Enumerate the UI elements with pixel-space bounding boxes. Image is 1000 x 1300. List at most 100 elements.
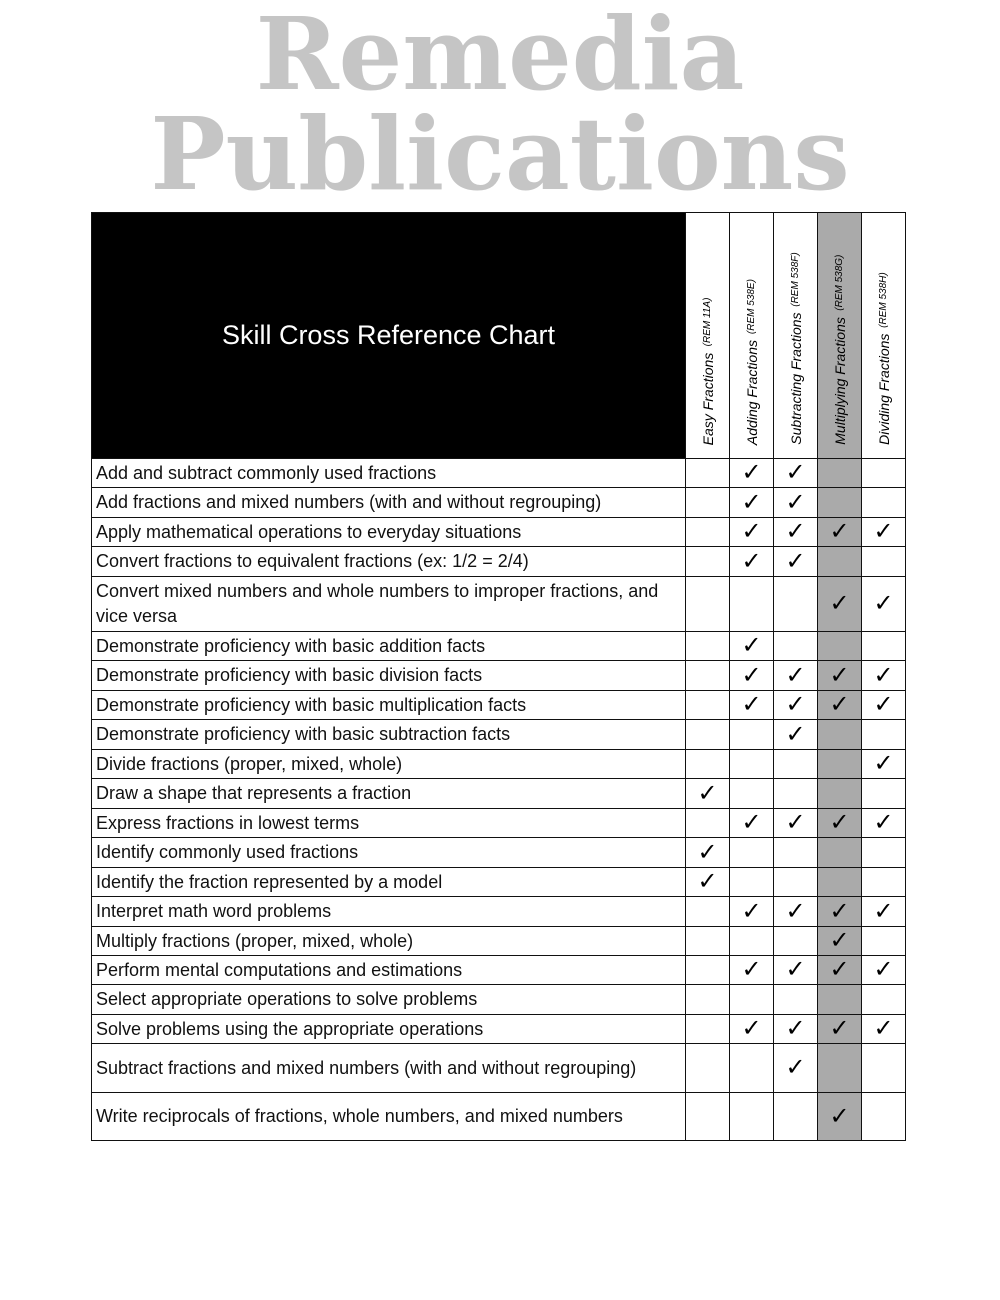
skill-label: Divide fractions (proper, mixed, whole) [91,749,686,779]
check-cell: ✓ [729,896,774,927]
check-icon: ✓ [741,691,762,718]
table-row: Select appropriate operations to solve p… [91,984,906,1015]
check-icon: ✓ [741,809,762,836]
skill-label: Demonstrate proficiency with basic multi… [91,690,686,720]
empty-cell [861,984,906,1015]
table-row: Draw a shape that represents a fraction ✓ [91,778,906,809]
check-icon: ✓ [829,590,850,617]
check-icon: ✓ [873,518,894,545]
empty-cell [861,1092,906,1141]
check-cell: ✓ [817,896,862,927]
check-icon: ✓ [741,897,762,925]
check-cell: ✓ [773,896,818,927]
table-row: Apply mathematical operations to everyda… [91,517,906,547]
check-cell: ✓ [685,778,730,809]
empty-cell [729,926,774,956]
check-icon: ✓ [829,956,850,983]
skill-label: Identify the fraction represented by a m… [91,867,686,897]
table-row: Identify commonly used fractions ✓ [91,837,906,868]
skill-label: Demonstrate proficiency with basic divis… [91,660,686,691]
skill-label: Interpret math word problems [91,896,686,927]
check-icon: ✓ [785,661,806,689]
empty-cell [773,984,818,1015]
table-row: Solve problems using the appropriate ope… [91,1014,906,1044]
empty-cell [817,546,862,577]
column-name: Easy Fractions [699,352,716,445]
check-icon: ✓ [741,518,762,545]
check-cell: ✓ [729,517,774,547]
watermark-line: Publications [150,95,850,213]
check-icon: ✓ [785,518,806,545]
check-icon: ✓ [697,838,718,866]
check-cell: ✓ [729,660,774,691]
empty-cell [817,487,862,518]
check-cell: ✓ [729,546,774,577]
check-cell: ✓ [817,926,862,956]
check-cell: ✓ [773,487,818,518]
column-name: Dividing Fractions [875,333,892,445]
empty-cell [729,719,774,750]
table-row: Express fractions in lowest terms ✓ ✓ ✓ ✓ [91,808,906,838]
table-row: Interpret math word problems ✓ ✓ ✓ ✓ [91,896,906,927]
check-cell: ✓ [773,546,818,577]
check-cell: ✓ [773,1043,818,1093]
column-name: Adding Fractions [743,339,760,445]
check-icon: ✓ [785,691,806,718]
table-row: Add and subtract commonly used fractions… [91,458,906,488]
column-header: Dividing Fractions (REM 538H) [861,212,906,459]
empty-cell [685,1043,730,1093]
empty-cell [861,631,906,661]
empty-cell [861,546,906,577]
check-icon: ✓ [873,809,894,836]
check-cell: ✓ [861,749,906,779]
check-icon: ✓ [829,1015,850,1042]
empty-cell [817,984,862,1015]
column-code: (REM 538H) [877,272,889,328]
empty-cell [685,1092,730,1141]
check-cell: ✓ [861,896,906,927]
check-cell: ✓ [729,458,774,488]
empty-cell [817,1043,862,1093]
check-cell: ✓ [729,808,774,838]
check-icon: ✓ [741,488,762,516]
check-icon: ✓ [785,547,806,575]
check-icon: ✓ [785,956,806,983]
empty-cell [729,837,774,868]
empty-cell [817,719,862,750]
empty-cell [685,517,730,547]
empty-cell [773,631,818,661]
check-cell: ✓ [817,808,862,838]
check-cell: ✓ [773,1014,818,1044]
empty-cell [861,487,906,518]
empty-cell [685,808,730,838]
empty-cell [861,867,906,897]
skill-label: Perform mental computations and estimati… [91,955,686,985]
table-row: Write reciprocals of fractions, whole nu… [91,1092,906,1141]
empty-cell [729,984,774,1015]
empty-cell [773,576,818,632]
check-icon: ✓ [873,750,894,777]
table-row: Add fractions and mixed numbers (with an… [91,487,906,518]
check-cell: ✓ [817,1014,862,1044]
check-icon: ✓ [829,927,850,954]
check-cell: ✓ [773,690,818,720]
check-cell: ✓ [817,955,862,985]
check-cell: ✓ [773,808,818,838]
table-row: Demonstrate proficiency with basic divis… [91,660,906,691]
empty-cell [729,576,774,632]
skill-label: Demonstrate proficiency with basic addit… [91,631,686,661]
empty-cell [729,1092,774,1141]
check-icon: ✓ [873,897,894,925]
check-icon: ✓ [741,661,762,689]
empty-cell [685,487,730,518]
check-icon: ✓ [785,809,806,836]
check-icon: ✓ [741,547,762,575]
table-row: Divide fractions (proper, mixed, whole) ✓ [91,749,906,779]
check-cell: ✓ [729,487,774,518]
empty-cell [861,837,906,868]
check-icon: ✓ [741,1015,762,1042]
empty-cell [729,749,774,779]
empty-cell [773,867,818,897]
table-row: Demonstrate proficiency with basic multi… [91,690,906,720]
watermark: Remedia Publications [0,4,1000,204]
